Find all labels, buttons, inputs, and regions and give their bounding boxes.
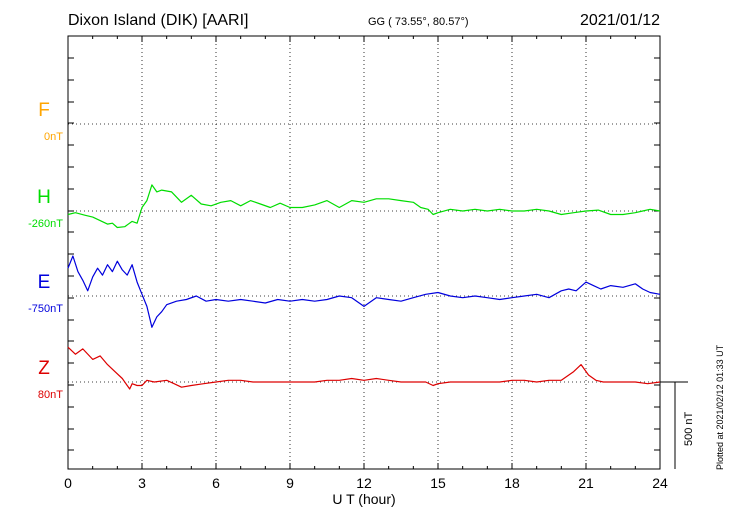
x-axis: 0 3 6 9 12 15 18 21 24 [64,36,668,491]
x-tick-label-12: 12 [356,475,372,491]
grid-lines [68,36,660,469]
plot-date: 2021/01/12 [580,12,661,29]
component-labels: F 0nT H -260nT E -750nT Z 80nT [28,100,63,401]
series-Z-label: Z [38,358,50,379]
x-tick-label-21: 21 [578,475,594,491]
x-axis-label: U T (hour) [332,491,395,507]
series-Z-baseline-value: 80nT [38,389,63,401]
series-H-label: H [37,187,51,208]
x-tick-label-9: 9 [286,475,294,491]
series-E-trace [67,255,661,328]
plotted-at-note: Plotted at 2021/02/12 01:33 UT [715,344,725,470]
series-traces [67,184,661,390]
x-tick-label-24: 24 [652,475,668,491]
station-title: Dixon Island (DIK) [AARI] [68,12,249,29]
series-H-trace [67,184,661,229]
x-tick-label-18: 18 [504,475,520,491]
series-E-label: E [38,272,51,293]
series-Z-trace [67,346,661,390]
x-tick-label-0: 0 [64,475,72,491]
geographic-coords: GG ( 73.55°, 80.57°) [368,16,469,28]
x-tick-label-6: 6 [212,475,220,491]
series-F-label: F [38,100,50,121]
series-E-baseline-value: -750nT [28,303,63,315]
x-tick-label-15: 15 [430,475,446,491]
scale-bar-label: 500 nT [683,411,695,446]
x-tick-label-3: 3 [138,475,146,491]
series-F-baseline-value: 0nT [44,131,63,143]
series-H-baseline-value: -260nT [28,218,63,230]
